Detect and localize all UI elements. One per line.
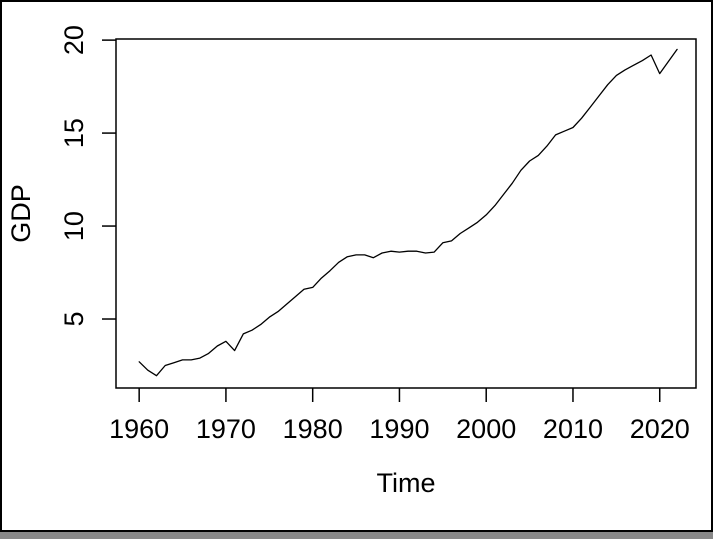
x-axis-tick-label: 2010 bbox=[543, 414, 603, 444]
y-axis-tick-label: 10 bbox=[59, 211, 89, 241]
x-axis-tick-label: 1990 bbox=[369, 414, 429, 444]
x-axis-tick-label: 2000 bbox=[456, 414, 516, 444]
x-axis-tick-label: 1960 bbox=[109, 414, 169, 444]
y-axis-tick-label: 20 bbox=[59, 25, 89, 55]
plot-box bbox=[115, 38, 697, 389]
y-axis-tick-label: 15 bbox=[59, 118, 89, 148]
y-axis-tick-label: 5 bbox=[59, 312, 89, 327]
x-axis-tick-label: 1970 bbox=[196, 414, 256, 444]
y-axis-title: GDP bbox=[6, 184, 36, 243]
x-axis-tick-label: 1980 bbox=[283, 414, 343, 444]
gdp-series-line bbox=[138, 48, 678, 377]
x-axis-tick-label: 2020 bbox=[630, 414, 690, 444]
x-axis-title: Time bbox=[377, 468, 436, 498]
